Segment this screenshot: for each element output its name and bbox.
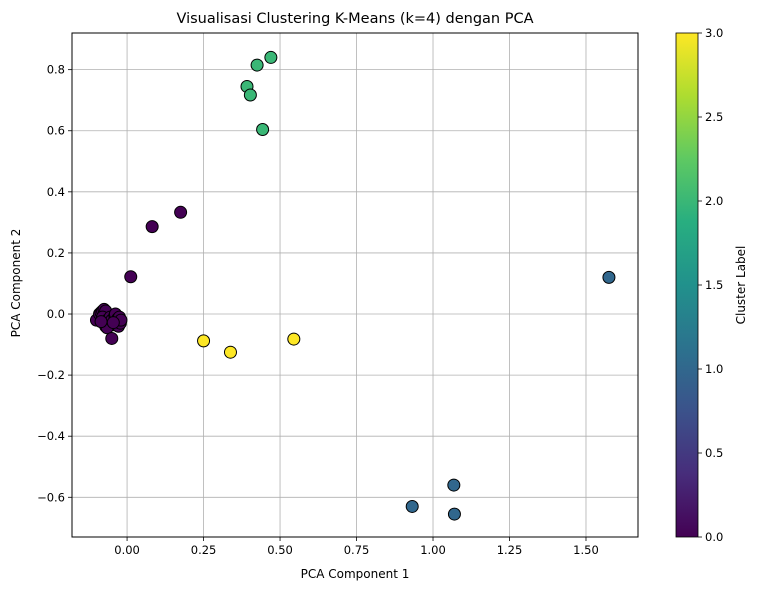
y-tick-label: 0.2: [47, 246, 65, 260]
y-tick-label: −0.4: [37, 429, 65, 443]
x-tick-label: 1.25: [497, 543, 523, 557]
x-tick-label: 0.25: [191, 543, 217, 557]
y-tick-label: 0.6: [47, 124, 65, 138]
colorbar-tick-label: 1.0: [705, 362, 723, 376]
data-point: [174, 205, 188, 219]
colorbar-ticks: 0.0 0.5 1.0 1.5 2.0 2.5 3.0: [698, 26, 723, 544]
y-axis-ticks: −0.6 −0.4 −0.2 0.0 0.2 0.4 0.6 0.8: [37, 63, 72, 504]
data-point: [287, 332, 301, 346]
data-point: [106, 316, 120, 330]
x-axis-label: PCA Component 1: [301, 567, 410, 581]
data-point: [105, 331, 119, 345]
data-point: [250, 58, 264, 72]
data-point: [197, 334, 211, 348]
data-point: [124, 270, 138, 284]
plot-frame: [71, 32, 639, 538]
data-point: [602, 270, 616, 284]
colorbar-tick-label: 0.0: [705, 530, 723, 544]
colorbar: [675, 32, 699, 538]
chart-title: Visualisasi Clustering K-Means (k=4) den…: [176, 11, 533, 27]
data-point: [94, 315, 108, 329]
colorbar-tick-label: 1.5: [705, 278, 723, 292]
data-point: [264, 50, 278, 64]
colorbar-tick-label: 2.0: [705, 194, 723, 208]
data-point: [145, 220, 159, 234]
y-axis-label: PCA Component 2: [9, 229, 23, 338]
data-point: [256, 123, 270, 137]
y-tick-label: 0.0: [47, 307, 65, 321]
x-tick-label: 0.00: [114, 543, 140, 557]
data-point: [243, 88, 257, 102]
colorbar-tick-label: 3.0: [705, 26, 723, 40]
data-point: [223, 345, 237, 359]
colorbar-tick-label: 2.5: [705, 110, 723, 124]
y-tick-label: −0.2: [37, 368, 65, 382]
x-tick-label: 1.00: [420, 543, 446, 557]
colorbar-tick-label: 0.5: [705, 446, 723, 460]
y-tick-label: 0.4: [47, 185, 65, 199]
colorbar-label: Cluster Label: [734, 246, 748, 325]
x-axis-ticks: 0.00 0.25 0.50 0.75 1.00 1.25 1.50: [114, 537, 599, 557]
data-points: [89, 50, 616, 521]
data-point: [447, 478, 461, 492]
x-tick-label: 0.50: [267, 543, 293, 557]
y-tick-label: −0.6: [37, 490, 65, 504]
y-tick-label: 0.8: [47, 63, 65, 77]
data-point: [405, 499, 419, 513]
x-tick-label: 0.75: [344, 543, 370, 557]
x-tick-label: 1.50: [573, 543, 599, 557]
data-point: [447, 507, 461, 521]
grid-lines: [72, 33, 638, 537]
